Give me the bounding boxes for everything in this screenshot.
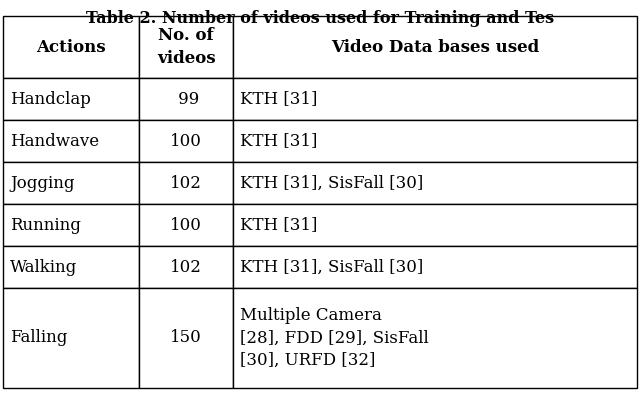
Text: Walking: Walking (10, 259, 77, 276)
Text: Multiple Camera
[28], FDD [29], SisFall
[30], URFD [32]: Multiple Camera [28], FDD [29], SisFall … (240, 307, 429, 369)
Bar (233, 120, 637, 162)
Bar (233, 288, 637, 388)
Bar (140, 120, 233, 162)
Bar (233, 246, 637, 288)
Bar (140, 246, 233, 288)
Bar (3, 288, 140, 388)
Text: Running: Running (10, 217, 81, 234)
Text: No. of
videos: No. of videos (157, 27, 216, 67)
Text: 102: 102 (170, 259, 202, 276)
Text: 150: 150 (170, 330, 202, 347)
Text: Handclap: Handclap (10, 90, 91, 107)
Bar (233, 204, 637, 246)
Text: 100: 100 (170, 217, 202, 234)
Bar (140, 78, 233, 120)
Text: Jogging: Jogging (10, 175, 74, 191)
Bar (233, 162, 637, 204)
Text: Video Data bases used: Video Data bases used (331, 38, 539, 55)
Text: Table 2. Number of videos used for Training and Tes: Table 2. Number of videos used for Train… (86, 10, 554, 27)
Text: 100: 100 (170, 133, 202, 149)
Bar (140, 16, 233, 78)
Bar (140, 204, 233, 246)
Bar (3, 120, 140, 162)
Text: Falling: Falling (10, 330, 67, 347)
Text: Handwave: Handwave (10, 133, 99, 149)
Text: KTH [31]: KTH [31] (240, 90, 317, 107)
Text: KTH [31]: KTH [31] (240, 217, 317, 234)
Bar (3, 204, 140, 246)
Text: 99: 99 (173, 90, 199, 107)
Text: 102: 102 (170, 175, 202, 191)
Bar (140, 288, 233, 388)
Bar (140, 162, 233, 204)
Bar (233, 78, 637, 120)
Bar (3, 78, 140, 120)
Text: KTH [31]: KTH [31] (240, 133, 317, 149)
Bar (3, 16, 140, 78)
Text: KTH [31], SisFall [30]: KTH [31], SisFall [30] (240, 175, 424, 191)
Bar (3, 162, 140, 204)
Text: Actions: Actions (36, 38, 106, 55)
Text: KTH [31], SisFall [30]: KTH [31], SisFall [30] (240, 259, 424, 276)
Bar (233, 16, 637, 78)
Bar (3, 246, 140, 288)
